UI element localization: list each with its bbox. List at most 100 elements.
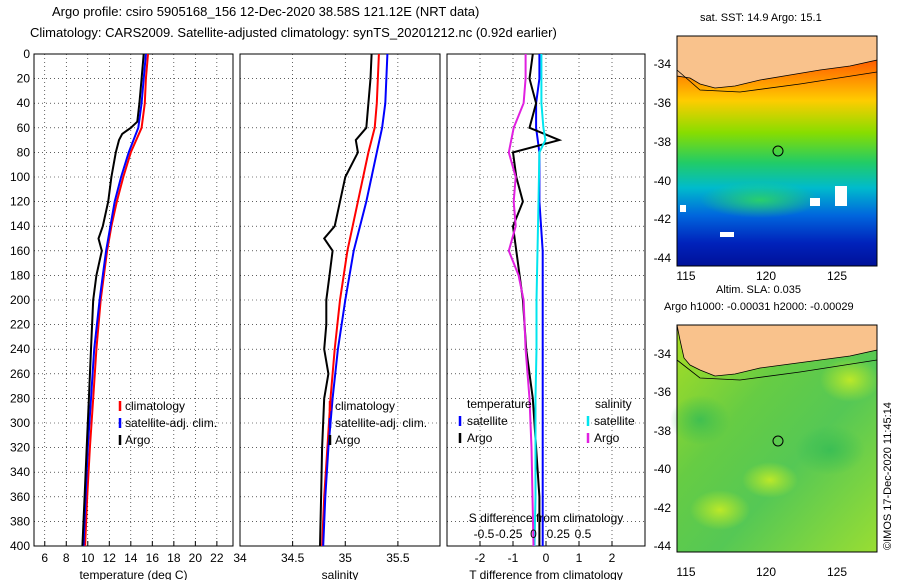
x-tick-label: 2 [609, 551, 616, 565]
y-tick-label: 380 [10, 514, 30, 528]
legend-label: satellite-adj. clim. [335, 416, 427, 430]
y-tick-label: 320 [10, 441, 30, 455]
x-tick-label: 16 [146, 551, 160, 565]
chart-panel-difference: -2 -1 0 1 2 T difference from climatology temp… [446, 53, 646, 580]
series-line-satellite-adj-clim- [82, 53, 147, 547]
sla-map-subtitle: Argo h1000: -0.00031 h2000: -0.00029 [664, 301, 854, 313]
y-tick-label: 300 [10, 416, 30, 430]
y-tick-label: 20 [17, 72, 31, 86]
x-tick-label: 8 [63, 551, 70, 565]
sst-lon-label: 115 [676, 269, 695, 283]
series-line-argo [81, 53, 145, 547]
x-tick-label: -2 [475, 551, 486, 565]
sst-map-title: sat. SST: 14.9 Argo: 15.1 [700, 12, 822, 24]
sst-lat-label: -34 [654, 57, 672, 71]
legend-label: climatology [125, 399, 185, 413]
x-tick-label: 12 [103, 551, 117, 565]
y-tick-label: 360 [10, 490, 30, 504]
x2-tick-label: 0.25 [547, 527, 571, 541]
sst-lat-label: -38 [654, 135, 672, 149]
sst-lat-label: -44 [654, 251, 672, 265]
series-line-argo [319, 53, 373, 547]
y-tick-label: 200 [10, 293, 30, 307]
series-line-t-argo [511, 53, 563, 546]
x-axis-label: temperature (deg C) [79, 568, 187, 580]
x-tick-label: 14 [124, 551, 138, 565]
x-tick-label: 1 [576, 551, 583, 565]
legend-label: satellite [594, 414, 635, 428]
coastline-sla [676, 324, 878, 377]
chart-panel-salinity: 34 34.5 35 35.5 salinity climatology satellite… [233, 53, 441, 580]
y-tick-label: 80 [17, 145, 31, 159]
sla-lon-label: 115 [676, 565, 695, 579]
legend-label: Argo [594, 431, 620, 445]
legend-label: Argo [125, 433, 151, 447]
y-tick-label: 100 [10, 170, 30, 184]
legend-label: satellite-adj. clim. [125, 416, 217, 430]
y-tick-label: 260 [10, 367, 30, 381]
y-tick-label: 120 [10, 195, 30, 209]
y-tick-label: 140 [10, 219, 30, 233]
argo-location-marker-sst [772, 145, 784, 157]
argo-location-marker-sla [772, 435, 784, 447]
sst-lat-label: -40 [654, 174, 672, 188]
y-tick-label: 0 [23, 47, 30, 61]
sst-lon-label: 125 [827, 269, 847, 283]
x-tick-label: 34.5 [281, 551, 305, 565]
legend-label: Argo [467, 431, 493, 445]
x-tick-label: 20 [189, 551, 203, 565]
x-tick-label: 18 [167, 551, 181, 565]
x2-tick-label: 0 [530, 527, 537, 541]
sst-map [676, 35, 878, 267]
x-tick-label: 22 [210, 551, 224, 565]
y-tick-label: 180 [10, 268, 30, 282]
y-tick-label: 280 [10, 391, 30, 405]
legend-title-salinity: salinity [595, 397, 632, 411]
sla-map [670, 324, 880, 553]
plot-title-line-2: Climatology: CARS2009. Satellite-adjuste… [30, 25, 557, 40]
plot-frame [33, 53, 234, 547]
y-tick-label: 40 [17, 96, 31, 110]
y-tick-label: 160 [10, 244, 30, 258]
legend-label: satellite [467, 414, 508, 428]
x-tick-label: 35 [339, 551, 353, 565]
y-tick-label: 220 [10, 318, 30, 332]
x2-axis-label: S difference from climatology [469, 511, 624, 525]
x-tick-label: 35.5 [386, 551, 410, 565]
y-tick-label: 60 [17, 121, 31, 135]
y-tick-label: 340 [10, 465, 30, 479]
sst-lat-label: -36 [654, 96, 672, 110]
series-line-s-satellite [533, 54, 547, 547]
sla-lat-label: -36 [654, 385, 672, 399]
y-tick-label: 400 [10, 539, 30, 553]
legend-label: climatology [335, 399, 395, 413]
sla-lat-label: -44 [654, 539, 672, 553]
sst-lat-label: -42 [654, 212, 672, 226]
legend-label: Argo [335, 433, 361, 447]
sst-lon-label: 120 [756, 269, 776, 283]
y-tick-label: 240 [10, 342, 30, 356]
x2-tick-label: -0.5 [474, 527, 495, 541]
sla-lon-label: 120 [756, 565, 776, 579]
x-tick-label: 10 [81, 551, 95, 565]
sla-lat-label: -42 [654, 501, 672, 515]
series-line-satellite-adj-clim- [322, 53, 389, 547]
x-tick-label: 0 [543, 551, 550, 565]
watermark: ©IMOS 17-Dec-2020 11:45:14 [882, 402, 894, 550]
x-tick-label: 6 [41, 551, 48, 565]
x2-tick-label: 0.5 [575, 527, 592, 541]
sla-lon-label: 125 [827, 565, 847, 579]
legend-title-temperature: temperature [467, 397, 532, 411]
plot-title-line-1: Argo profile: csiro 5905168_156 12-Dec-2… [52, 4, 480, 19]
x-axis-label: T difference from climatology [469, 568, 623, 580]
x-tick-label: -1 [508, 551, 519, 565]
x-axis-label: salinity [322, 568, 359, 580]
x-tick-label: 34 [233, 551, 247, 565]
sla-map-title: Altim. SLA: 0.035 [716, 284, 801, 296]
sla-lat-label: -34 [654, 347, 672, 361]
x2-tick-label: -0.25 [495, 527, 523, 541]
chart-panel-temperature: 6 8 10 12 14 16 18 20 22 temperature (deg C) 0 20 40… [10, 47, 234, 580]
sla-lat-label: -40 [654, 462, 672, 476]
sla-lat-label: -38 [654, 424, 672, 438]
